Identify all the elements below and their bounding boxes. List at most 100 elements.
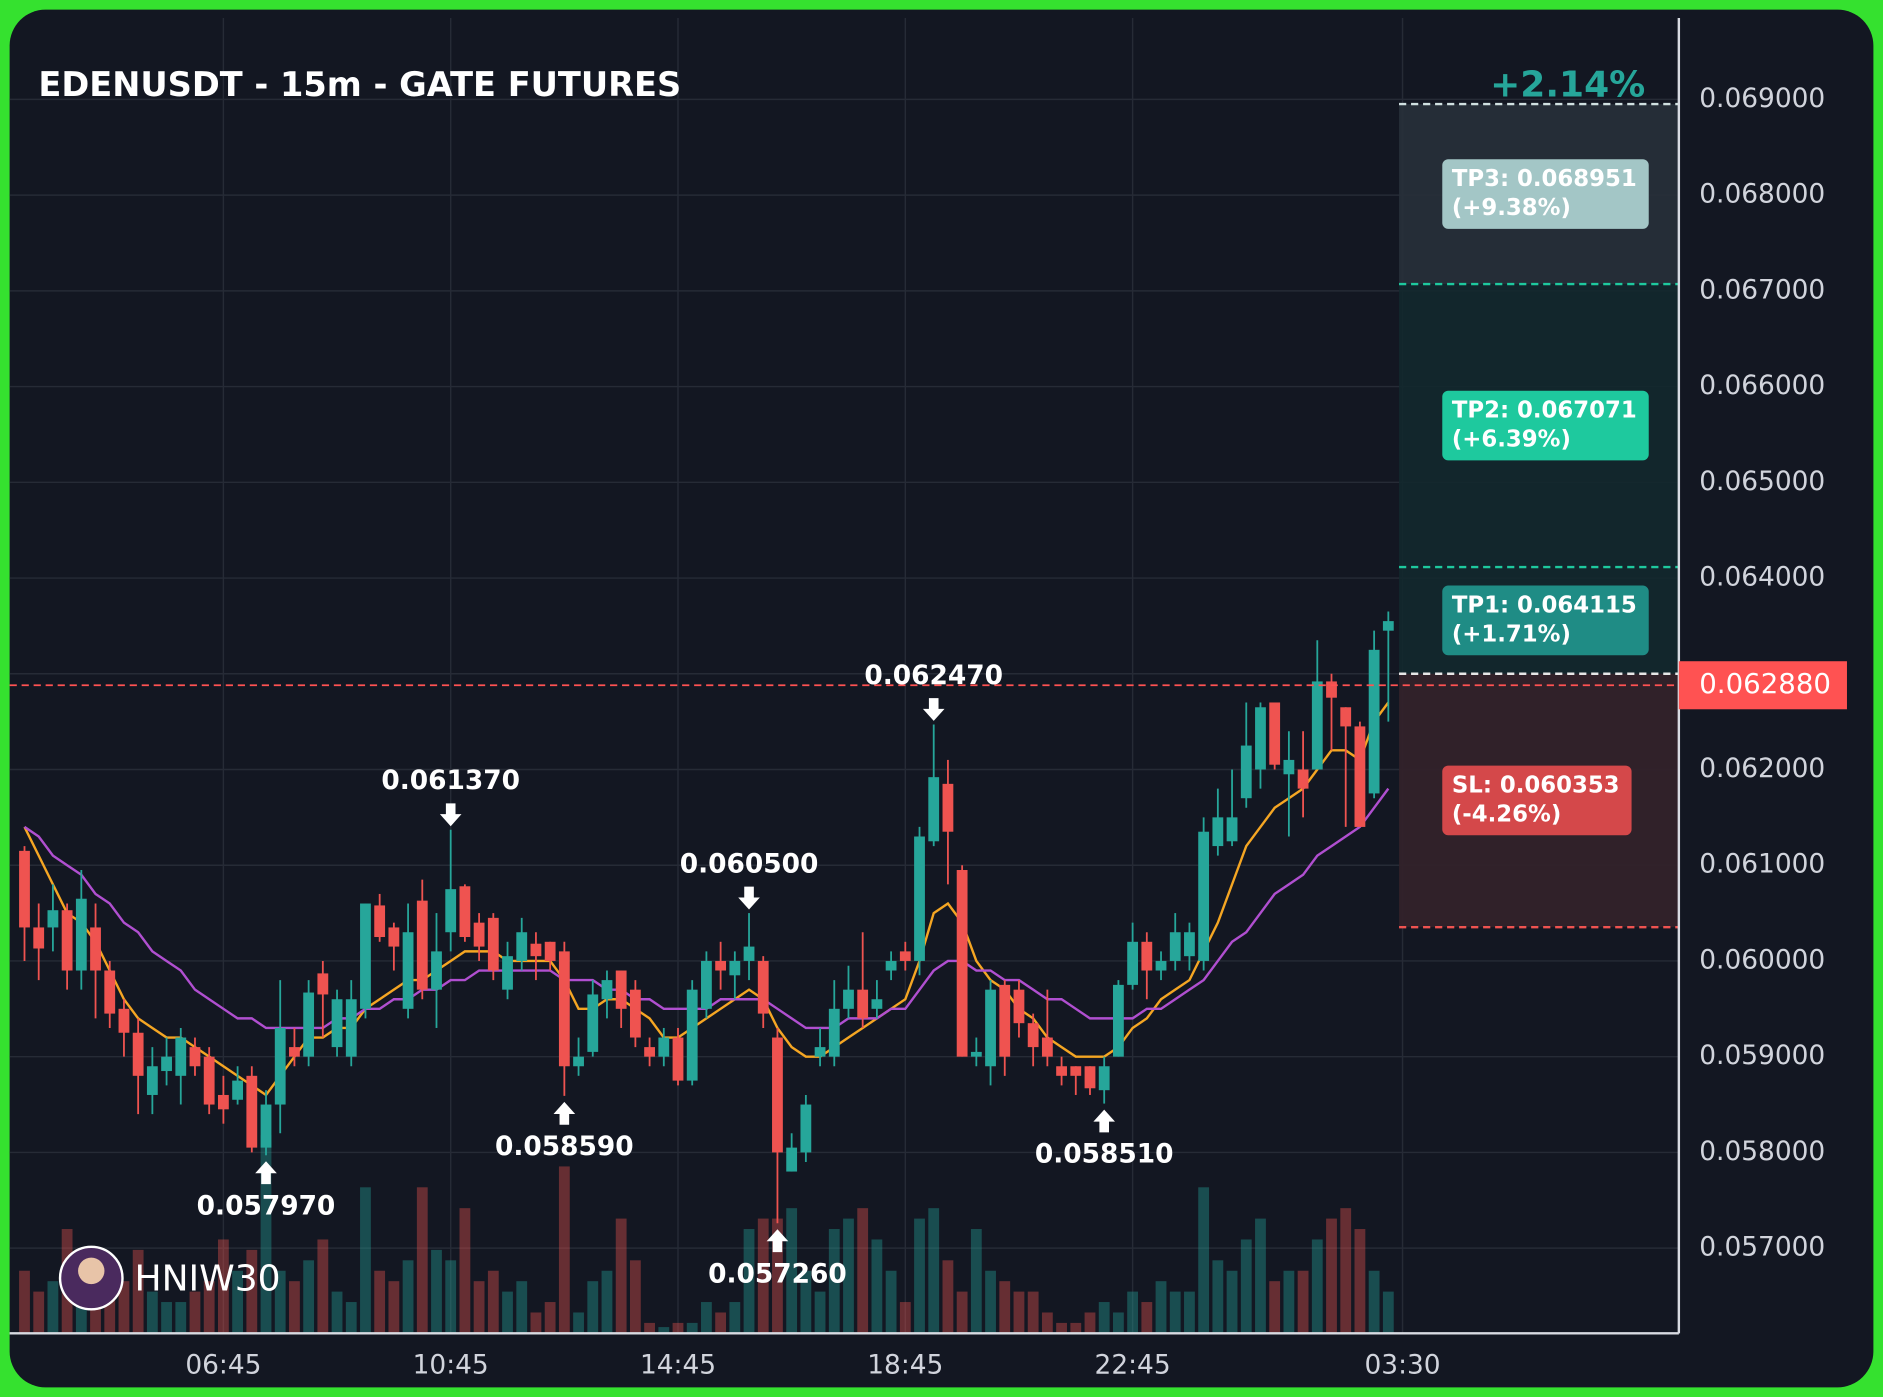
y-tick-label: 0.057000 (1699, 1232, 1825, 1263)
volume-bar (374, 1270, 386, 1334)
volume-bar (715, 1312, 727, 1334)
volume-bar (956, 1291, 968, 1334)
candle-body (1013, 989, 1025, 1024)
candle-body (1240, 745, 1252, 799)
volume-bar (331, 1291, 343, 1334)
volume-bar (1368, 1270, 1380, 1334)
candle-body (303, 992, 315, 1057)
candle-body (601, 980, 613, 1000)
candle-body (1354, 726, 1366, 827)
volume-bar (246, 1249, 258, 1334)
level-box (1442, 585, 1649, 656)
annotation-arrow (553, 1101, 576, 1125)
volume-bar (416, 1187, 428, 1334)
level-label: TP3: 0.068951 (1452, 166, 1637, 192)
volume-bar (1013, 1291, 1025, 1334)
candle-body (885, 960, 897, 971)
y-tick-label: 0.062000 (1699, 753, 1825, 784)
volume-bar (743, 1229, 755, 1334)
candle-body (772, 1037, 783, 1153)
candle-body (1169, 932, 1181, 961)
candle-body (374, 905, 386, 938)
candle-body (402, 932, 414, 1009)
candle-body (1340, 707, 1352, 727)
candle-body (516, 932, 528, 961)
candle-body (970, 1051, 982, 1057)
volume-bar (487, 1270, 499, 1334)
level-label: TP2: 0.067071 (1452, 398, 1637, 424)
candle-body (1041, 1037, 1053, 1057)
volume-bar (629, 1260, 641, 1334)
volume-bar (388, 1281, 400, 1334)
candle-body (558, 951, 570, 1067)
volume-bar (658, 1327, 670, 1334)
candle-body (1269, 702, 1281, 765)
volume-bar (1184, 1291, 1195, 1334)
volume-bar (615, 1218, 627, 1334)
candle-body (246, 1075, 258, 1148)
volume-bar (175, 1302, 187, 1334)
volume-bar (459, 1208, 471, 1334)
candle-body (544, 941, 556, 961)
watermark: HNIW30 (135, 1258, 281, 1299)
candle-body (47, 910, 59, 928)
volume-bar (274, 1270, 286, 1334)
annotation-arrow (922, 698, 945, 721)
volume-bar (573, 1312, 584, 1334)
volume-bar (1212, 1260, 1224, 1334)
volume-bar (1070, 1322, 1082, 1334)
candle-body (416, 900, 428, 990)
candle-body (1326, 681, 1337, 698)
candle-body (530, 943, 542, 957)
volume-bar (1340, 1208, 1352, 1334)
volume-bar (587, 1281, 599, 1334)
volume-bar (800, 1270, 812, 1334)
volume-bar (1084, 1312, 1096, 1334)
volume-bar (558, 1166, 570, 1334)
candle-body (317, 973, 329, 995)
candle-body (1098, 1066, 1110, 1091)
volume-bar (1027, 1291, 1039, 1334)
x-tick-label: 14:45 (640, 1349, 716, 1380)
y-tick-label: 0.058000 (1699, 1136, 1825, 1167)
volume-bar (1283, 1270, 1295, 1334)
candle-body (1027, 1023, 1039, 1048)
volume-bar (1198, 1187, 1210, 1334)
volume-bar (1226, 1270, 1238, 1334)
candle-body (331, 999, 343, 1048)
candle-body (189, 1047, 201, 1067)
candle-body (814, 1047, 826, 1057)
last-price-box (1678, 661, 1847, 710)
volume-bar (999, 1281, 1011, 1334)
candle-body (1368, 649, 1380, 794)
candle-body (146, 1066, 158, 1095)
y-tick-label: 0.064000 (1699, 562, 1825, 593)
y-tick-label: 0.059000 (1699, 1040, 1825, 1071)
candle-body (914, 836, 925, 961)
annotation-label: 0.061370 (381, 765, 520, 796)
candle-body (800, 1104, 812, 1153)
candle-body (203, 1056, 215, 1105)
volume-bar (672, 1322, 684, 1334)
volume-bar (146, 1291, 158, 1334)
candle-body (1255, 707, 1266, 770)
y-tick-label: 0.068000 (1699, 179, 1825, 210)
volume-bar (942, 1260, 954, 1334)
candle-body (388, 927, 400, 947)
volume-bar (885, 1270, 897, 1334)
candle-body (644, 1047, 655, 1057)
candle-body (75, 898, 87, 971)
volume-bar (1098, 1302, 1110, 1334)
candle-body (473, 922, 485, 947)
volume-bar (132, 1249, 144, 1334)
candles (19, 611, 1394, 1224)
level-label: SL: 0.060353 (1452, 773, 1620, 799)
candle-body (1297, 769, 1309, 789)
volume-bar (871, 1239, 883, 1334)
volume-bar (1041, 1312, 1053, 1334)
candle-body (942, 783, 954, 832)
candle-body (629, 989, 641, 1038)
candle-body (175, 1037, 187, 1076)
annotation-arrow (766, 1229, 789, 1253)
candle-body (928, 777, 940, 842)
